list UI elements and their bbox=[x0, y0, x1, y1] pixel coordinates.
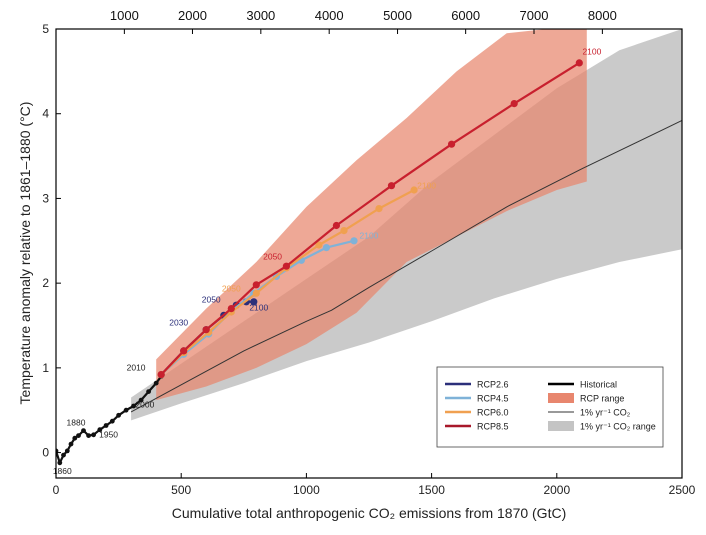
rcp8-5-point-6 bbox=[332, 221, 340, 230]
x-tick-label-2: 1000 bbox=[293, 483, 320, 497]
top-tick-label-4: 5000 bbox=[383, 8, 412, 23]
rcp2-6-year-label-0: 2030 bbox=[169, 318, 188, 328]
rcp4-5-point-8 bbox=[350, 237, 358, 245]
rcp8-5-point-1 bbox=[180, 347, 188, 355]
historical-point-7 bbox=[81, 428, 86, 433]
historical-point-2 bbox=[61, 452, 66, 458]
legend-label-rcp-range: RCP range bbox=[580, 394, 624, 404]
rcp8-5-point-9 bbox=[510, 100, 518, 108]
y-axis-ticks: 0 1 2 3 4 5 bbox=[42, 22, 61, 460]
top-axis-ticks: 1000 2000 3000 4000 5000 6000 7000 8000 bbox=[110, 8, 617, 34]
historical-point-18 bbox=[153, 380, 159, 386]
legend-label-rcp6-0: RCP6.0 bbox=[477, 408, 509, 418]
historical-point-11 bbox=[103, 423, 109, 428]
top-tick-label-5: 6000 bbox=[451, 8, 480, 23]
x-tick-label-0: 0 bbox=[53, 483, 60, 497]
rcp6-0-year-label-0: 2050 bbox=[222, 284, 241, 294]
top-tick-label-3: 4000 bbox=[315, 8, 344, 23]
y-axis-label: Temperature anomaly relative to 1861–188… bbox=[17, 102, 33, 405]
rcp4-5-point-7 bbox=[322, 244, 330, 252]
x-tick-label-5: 2500 bbox=[669, 483, 696, 497]
historical-year-label-0: 1860 bbox=[53, 466, 72, 476]
y-tick-label-5: 5 bbox=[42, 22, 49, 36]
historical-point-1 bbox=[57, 460, 63, 466]
rcp6-0-year-label-1: 2100 bbox=[417, 180, 436, 190]
legend-label-historical: Historical bbox=[580, 380, 617, 390]
historical-year-label-2: 1950 bbox=[99, 429, 118, 439]
rcp6-0-point-6 bbox=[315, 241, 323, 249]
legend-label-rcp2-6: RCP2.6 bbox=[477, 380, 509, 390]
rcp8-5-point-7 bbox=[387, 182, 396, 190]
y-tick-label-4: 4 bbox=[42, 107, 49, 121]
historical-point-10 bbox=[97, 427, 103, 433]
rcp8-5-year-label-0: 2050 bbox=[263, 251, 282, 261]
rcp8-5-point-5 bbox=[282, 262, 290, 270]
year-labels: 1860 1880 1950 2000 2010 2030 2050 2100 2100 2050… bbox=[53, 46, 602, 475]
historical-point-4 bbox=[68, 441, 74, 447]
historical-point-13 bbox=[116, 412, 121, 418]
historical-point-14 bbox=[123, 407, 129, 413]
legend-box bbox=[436, 366, 664, 448]
historical-point-5 bbox=[72, 435, 78, 441]
top-tick-label-0: 1000 bbox=[110, 8, 139, 23]
historical-point-16 bbox=[138, 397, 144, 403]
y-tick-label-2: 2 bbox=[42, 276, 49, 290]
rcp4-5-year-label-0: 2100 bbox=[360, 230, 379, 240]
historical-year-label-3: 2000 bbox=[135, 400, 154, 410]
rcp8-5-point-8 bbox=[448, 140, 456, 148]
rcp8-5-point-0 bbox=[157, 371, 165, 379]
historical-point-9 bbox=[91, 432, 96, 438]
rcp8-5-year-label-1: 2100 bbox=[582, 46, 601, 56]
legend: RCP2.6 RCP4.5 RCP6.0 RCP8.5 Historical RCP ra… bbox=[436, 366, 664, 448]
historical-point-15 bbox=[131, 403, 137, 409]
x-axis-label: Cumulative total anthropogenic CO₂ emiss… bbox=[172, 505, 567, 521]
1-yr-co-line bbox=[130, 120, 682, 413]
x-tick-label-1: 500 bbox=[171, 483, 191, 497]
rcp6-0-point-9 bbox=[410, 186, 418, 194]
legend-swatch-1-yr-co-range bbox=[548, 421, 574, 431]
rcp6-0-line bbox=[160, 189, 415, 376]
historical-point-17 bbox=[146, 389, 152, 394]
rcp6-0-point-8 bbox=[375, 205, 383, 213]
historical-point-8 bbox=[86, 433, 91, 438]
rcp8-5-point-10 bbox=[575, 59, 583, 67]
legend-label-rcp8-5: RCP8.5 bbox=[477, 422, 509, 432]
historical-point-3 bbox=[64, 448, 70, 454]
legend-label-1-yr-co: 1% yr⁻¹ CO₂ bbox=[580, 408, 631, 418]
x-axis-ticks: 0 500 1000 1500 2000 2500 bbox=[53, 473, 696, 497]
historical-year-label-4: 2010 bbox=[127, 362, 146, 372]
top-tick-label-1: 2000 bbox=[178, 8, 207, 23]
x-tick-label-3: 1500 bbox=[418, 483, 445, 497]
historical-point-6 bbox=[76, 433, 81, 438]
historical-year-label-1: 1880 bbox=[67, 418, 86, 428]
rcp2-6-point-6 bbox=[250, 298, 258, 306]
top-tick-label-2: 3000 bbox=[246, 8, 275, 23]
y-tick-label-0: 0 bbox=[42, 446, 49, 460]
legend-label-rcp4-5: RCP4.5 bbox=[477, 394, 509, 404]
legend-swatch-rcp-range bbox=[548, 393, 574, 403]
series-lines bbox=[56, 59, 682, 466]
rcp6-0-point-7 bbox=[340, 227, 348, 235]
rcp6-0-point-4 bbox=[252, 289, 260, 297]
rcp2-6-year-label-2: 2100 bbox=[249, 302, 268, 312]
top-tick-label-7: 8000 bbox=[588, 8, 617, 23]
y-tick-label-3: 3 bbox=[42, 191, 49, 205]
legend-label-1-yr-co-range: 1% yr⁻¹ CO₂ range bbox=[580, 422, 656, 432]
plot-frame bbox=[55, 28, 683, 479]
rcp8-5-point-3 bbox=[227, 305, 235, 313]
rcp2-6-year-label-1: 2050 bbox=[202, 295, 221, 305]
historical-point-12 bbox=[109, 418, 115, 424]
rcp8-5-point-4 bbox=[252, 281, 260, 289]
x-tick-label-4: 2000 bbox=[543, 483, 570, 497]
top-tick-label-6: 7000 bbox=[520, 8, 549, 23]
range-bands bbox=[131, 29, 682, 421]
rcp8-5-point-2 bbox=[202, 326, 210, 334]
y-tick-label-1: 1 bbox=[42, 361, 49, 375]
